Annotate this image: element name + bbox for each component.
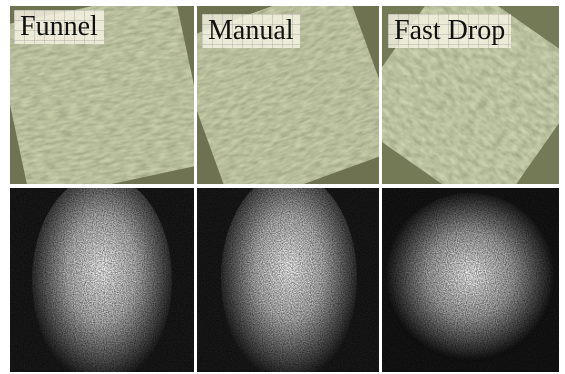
grain-photo-manual: Manual [197, 6, 379, 184]
spectrum-image [197, 188, 379, 372]
grain-photo-fast-drop: Fast Drop [382, 6, 559, 184]
label-funnel: Funnel [14, 10, 104, 44]
grain-photo-funnel: Funnel [10, 6, 194, 184]
spectrum-manual [197, 188, 379, 372]
spectrum-image [382, 188, 559, 372]
spectrum-image [10, 188, 194, 372]
label-fast-drop: Fast Drop [388, 14, 511, 48]
label-manual: Manual [202, 14, 300, 48]
spectrum-funnel [10, 188, 194, 372]
spectrum-fast-drop [382, 188, 559, 372]
